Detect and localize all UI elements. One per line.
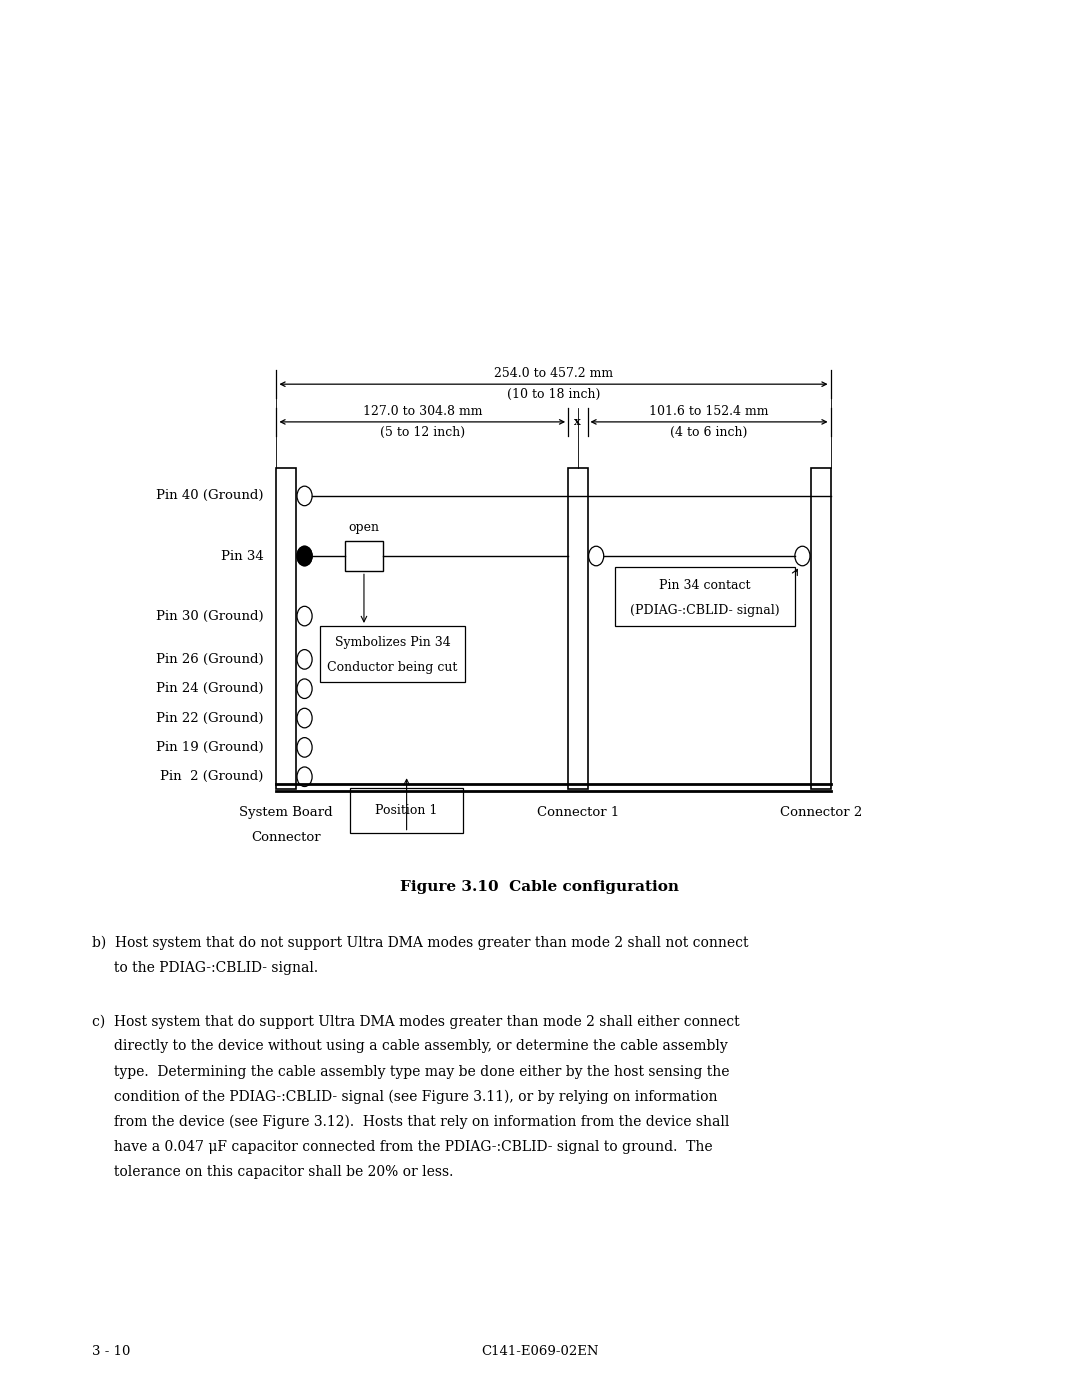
- Text: 127.0 to 304.8 mm: 127.0 to 304.8 mm: [363, 405, 482, 418]
- Text: Symbolizes Pin 34: Symbolizes Pin 34: [335, 636, 450, 650]
- Text: Pin 22 (Ground): Pin 22 (Ground): [156, 711, 264, 725]
- Text: tolerance on this capacitor shall be 20% or less.: tolerance on this capacitor shall be 20%…: [92, 1165, 454, 1179]
- Text: Pin 30 (Ground): Pin 30 (Ground): [156, 609, 264, 623]
- Text: have a 0.047 μF capacitor connected from the PDIAG-:CBLID- signal to ground.  Th: have a 0.047 μF capacitor connected from…: [92, 1140, 713, 1154]
- Text: directly to the device without using a cable assembly, or determine the cable as: directly to the device without using a c…: [92, 1039, 728, 1053]
- Text: Pin  2 (Ground): Pin 2 (Ground): [160, 770, 264, 784]
- Text: Pin 24 (Ground): Pin 24 (Ground): [156, 682, 264, 696]
- Text: 254.0 to 457.2 mm: 254.0 to 457.2 mm: [494, 367, 613, 380]
- Text: Pin 40 (Ground): Pin 40 (Ground): [156, 489, 264, 503]
- Text: Pin 19 (Ground): Pin 19 (Ground): [156, 740, 264, 754]
- Text: 101.6 to 152.4 mm: 101.6 to 152.4 mm: [649, 405, 769, 418]
- Text: (5 to 12 inch): (5 to 12 inch): [380, 426, 464, 439]
- Text: Pin 34: Pin 34: [220, 549, 264, 563]
- Text: Position 1: Position 1: [376, 803, 437, 817]
- Text: Pin 34 contact: Pin 34 contact: [659, 578, 751, 592]
- Text: Pin 26 (Ground): Pin 26 (Ground): [156, 652, 264, 666]
- Text: open: open: [349, 521, 379, 534]
- Text: Connector 1: Connector 1: [537, 806, 619, 819]
- Text: (4 to 6 inch): (4 to 6 inch): [671, 426, 747, 439]
- Text: from the device (see Figure 3.12).  Hosts that rely on information from the devi: from the device (see Figure 3.12). Hosts…: [92, 1115, 729, 1129]
- Text: type.  Determining the cable assembly type may be done either by the host sensin: type. Determining the cable assembly typ…: [92, 1065, 729, 1078]
- Text: System Board: System Board: [240, 806, 333, 819]
- Text: x: x: [575, 416, 581, 427]
- Text: condition of the PDIAG-:CBLID- signal (see Figure 3.11), or by relying on inform: condition of the PDIAG-:CBLID- signal (s…: [92, 1090, 717, 1104]
- Text: Conductor being cut: Conductor being cut: [327, 661, 458, 675]
- Text: C141-E069-02EN: C141-E069-02EN: [482, 1345, 598, 1358]
- Text: Connector 2: Connector 2: [780, 806, 862, 819]
- Text: 3 - 10: 3 - 10: [92, 1345, 131, 1358]
- Text: (PDIAG-:CBLID- signal): (PDIAG-:CBLID- signal): [630, 604, 780, 617]
- Text: (10 to 18 inch): (10 to 18 inch): [507, 388, 600, 401]
- Text: Figure 3.10  Cable configuration: Figure 3.10 Cable configuration: [401, 880, 679, 894]
- Text: c)  Host system that do support Ultra DMA modes greater than mode 2 shall either: c) Host system that do support Ultra DMA…: [92, 1014, 740, 1028]
- Text: Connector: Connector: [252, 831, 321, 844]
- Circle shape: [297, 546, 312, 566]
- Text: to the PDIAG-:CBLID- signal.: to the PDIAG-:CBLID- signal.: [92, 961, 318, 975]
- Text: b)  Host system that do not support Ultra DMA modes greater than mode 2 shall no: b) Host system that do not support Ultra…: [92, 936, 748, 950]
